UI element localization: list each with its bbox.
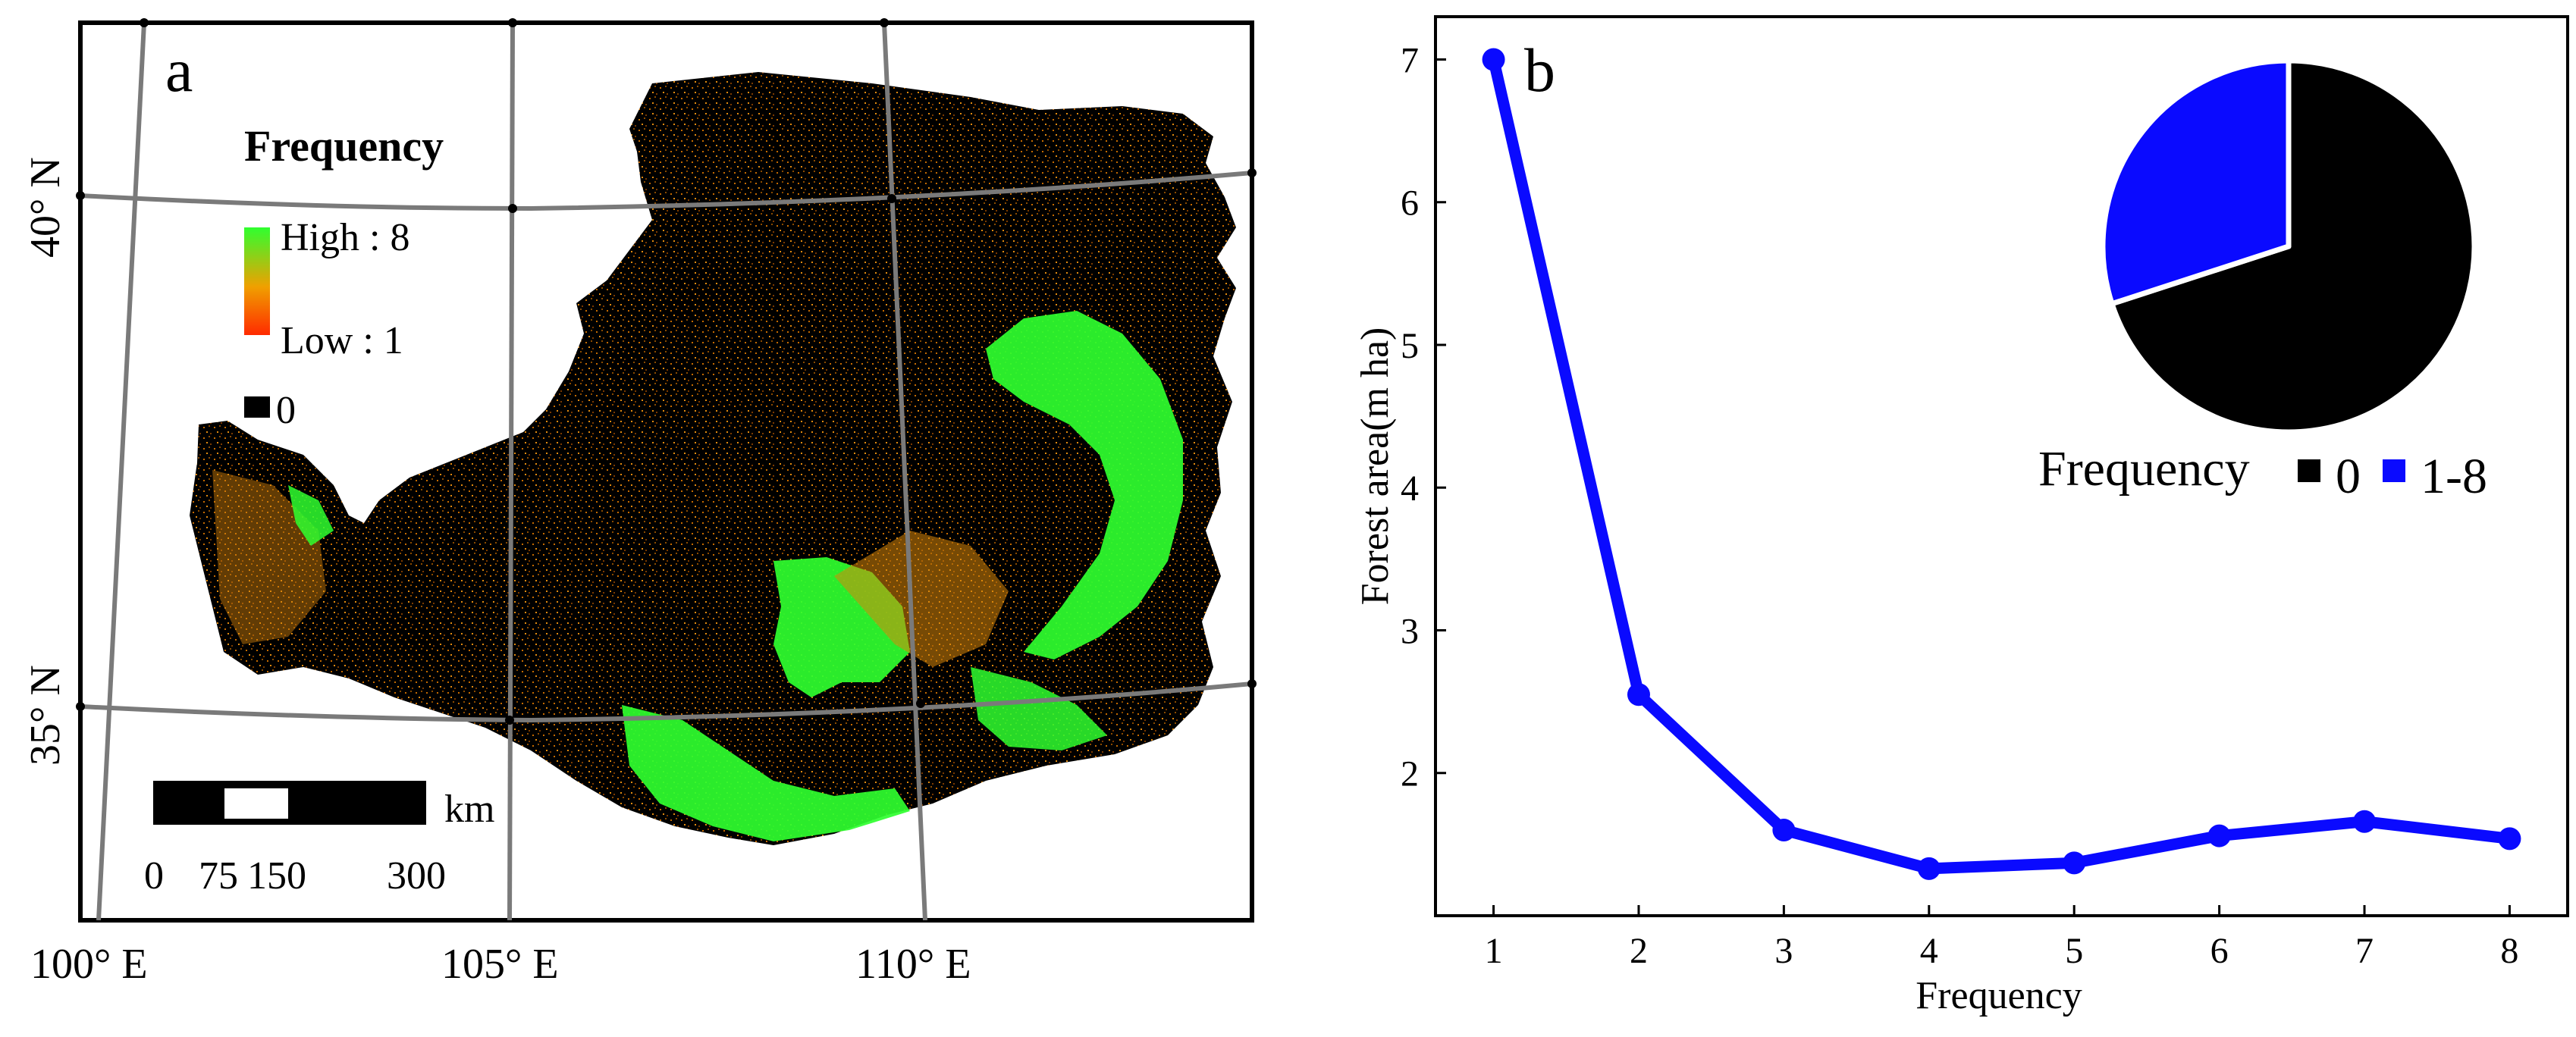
pie-legend-label-zero: 0 <box>2336 449 2361 504</box>
pie-legend-swatch-zero <box>2298 459 2320 482</box>
pie-legend-swatch-nonzero <box>2383 459 2405 482</box>
pie-legend-label-nonzero: 1-8 <box>2421 449 2487 504</box>
pie-chart <box>2100 58 2477 435</box>
scale-bar-unit: km <box>444 788 494 831</box>
lon-label-100e: 100° E <box>30 941 148 988</box>
x-tick-label: 8 <box>2500 931 2518 971</box>
x-tick-label: 2 <box>1630 931 1648 971</box>
region-base <box>190 72 1236 845</box>
y-tick-label: 4 <box>1401 468 1419 509</box>
color-ramp <box>244 227 270 335</box>
legend-high-label: High : 8 <box>281 216 409 259</box>
scale-tick-150: 150 <box>247 854 306 898</box>
legend-low-label: Low : 1 <box>281 319 403 362</box>
x-tick-label: 3 <box>1774 931 1793 971</box>
high-frequency-patch <box>986 311 1183 659</box>
legend-zero-swatch <box>244 396 270 418</box>
high-frequency-patch <box>971 667 1107 750</box>
lon-label-110e: 110° E <box>855 941 971 988</box>
legend-zero-label: 0 <box>276 389 296 432</box>
parallel-40n <box>80 171 1252 211</box>
x-axis-label: Frequency <box>1916 974 2082 1017</box>
lat-label-40n: 40° N <box>22 157 69 258</box>
forest-frequency-map <box>80 23 1252 920</box>
legend-title: Frequency <box>244 121 444 171</box>
panel-a-label: a <box>165 36 193 105</box>
pie-slice-zero <box>2109 58 2477 435</box>
x-ticks: 1 2 3 4 5 6 7 8 <box>1485 905 2518 971</box>
data-point <box>2353 810 2377 833</box>
panel-a: a Frequency High : 8 Low : 1 0 km 0 75 1… <box>22 18 1257 988</box>
scale-tick-0: 0 <box>144 854 164 898</box>
meridian-105e <box>507 23 515 920</box>
lat-label-35n: 35° N <box>22 665 69 766</box>
parallel-35n <box>80 681 1252 723</box>
scale-bar-body <box>153 781 426 825</box>
high-frequency-patch <box>622 705 910 841</box>
y-tick-label: 6 <box>1401 183 1419 224</box>
graticule <box>80 23 1252 920</box>
scale-tick-75: 75 <box>199 854 238 898</box>
y-tick-label: 3 <box>1401 611 1419 651</box>
data-point <box>2207 824 2231 847</box>
y-axis-label: Forest area(m ha) <box>1354 327 1397 606</box>
scale-bar-segment <box>224 788 288 819</box>
y-ticks: 2 3 4 5 6 7 <box>1401 40 1446 794</box>
x-tick-label: 6 <box>2210 931 2229 971</box>
high-frequency-patch <box>288 485 334 546</box>
lon-label-105e: 105° E <box>441 941 559 988</box>
panel-b: b 1 2 3 4 5 6 7 8 2 3 4 5 6 7 Frequency Forest area(… <box>1354 15 2569 1017</box>
data-point <box>2498 827 2521 851</box>
frequency-legend: Frequency High : 8 Low : 1 0 <box>244 121 444 432</box>
pie-legend-title: Frequency <box>2038 441 2250 497</box>
x-tick-label: 1 <box>1485 931 1503 971</box>
data-point <box>1917 857 1941 880</box>
x-tick-label: 5 <box>2065 931 2083 971</box>
y-tick-label: 7 <box>1401 40 1419 80</box>
data-point <box>1772 819 1796 842</box>
series-line <box>1488 58 2511 875</box>
data-point <box>2063 851 2086 875</box>
x-tick-label: 4 <box>1920 931 1938 971</box>
y-tick-label: 2 <box>1401 754 1419 794</box>
scale-bar: km 0 75 150 300 <box>144 781 494 898</box>
panel-b-label: b <box>1524 36 1555 105</box>
scale-tick-300: 300 <box>387 854 446 898</box>
meridian-100e <box>96 23 146 920</box>
line-series <box>1482 48 2521 880</box>
pie-legend: Frequency 0 1-8 <box>2038 441 2487 504</box>
graticule-nodes <box>76 18 1257 725</box>
y-tick-label: 5 <box>1401 326 1419 366</box>
x-tick-label: 7 <box>2355 931 2374 971</box>
data-point <box>1482 48 1505 71</box>
meridian-110e <box>882 23 927 920</box>
data-point <box>1627 683 1650 706</box>
mid-frequency-patch <box>834 531 1009 667</box>
pie-slice-nonzero <box>2100 58 2292 307</box>
